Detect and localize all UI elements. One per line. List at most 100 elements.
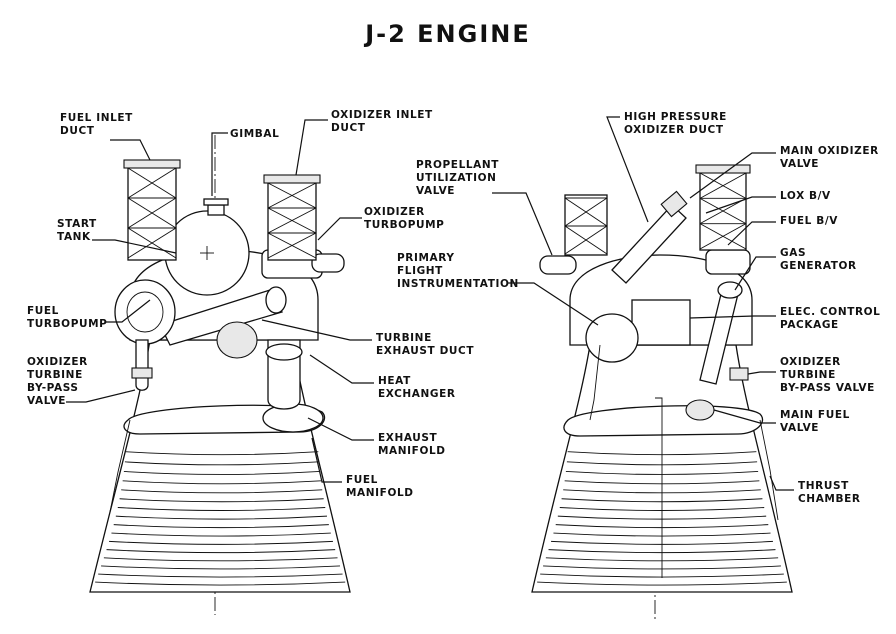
left-engine-view — [89, 135, 351, 615]
label-line: EXCHANGER — [378, 388, 456, 400]
label-line: VALVE — [416, 185, 455, 197]
lattice-brace — [127, 227, 177, 259]
label-line: OXIDIZER INLET — [331, 109, 433, 121]
elec-control-package — [631, 299, 691, 346]
label-line: EXHAUST — [378, 432, 438, 444]
label-line: PRIMARY — [397, 252, 455, 264]
label-line: MAIN OXIDIZER — [780, 145, 879, 157]
label-line: TURBINE — [780, 369, 836, 381]
label-line: HEAT — [378, 375, 411, 387]
label-start-tank: START TANK — [57, 218, 101, 243]
label-line: GENERATOR — [780, 260, 857, 272]
lattice-brace — [564, 225, 608, 255]
leader-heat-exchanger — [309, 354, 374, 384]
label-line: OXIDIZER — [780, 356, 841, 368]
left-fuel-manifold-pipe — [109, 419, 131, 513]
right-oxidizer-turbine-bypass-valve — [729, 367, 749, 381]
nozzle-rib — [121, 489, 323, 494]
nozzle-rib — [123, 471, 320, 475]
nozzle-rib — [119, 498, 324, 503]
gas-generator-top — [717, 281, 743, 299]
lattice-brace — [267, 182, 317, 209]
label-line: PACKAGE — [780, 319, 839, 331]
leader-fuel-bv — [727, 221, 776, 246]
left-bypass-line — [135, 339, 149, 391]
label-line: OXIDIZER DUCT — [624, 124, 724, 136]
gimbal-icon — [203, 198, 229, 216]
left-ox-duct-lattice — [267, 182, 317, 259]
leader-pu-valve — [492, 192, 553, 256]
right-engine-view — [531, 164, 793, 620]
label-left-oxidizer-turbine-bypass-valve: OXIDIZER TURBINE BY-PASS VALVE — [27, 356, 92, 407]
label-line: PROPELLANT — [416, 159, 499, 171]
label-line: TURBOPUMP — [27, 318, 107, 330]
leader-start-tank — [92, 239, 177, 254]
label-propellant-utilization-valve: PROPELLANT UTILIZATION VALVE — [416, 159, 503, 197]
leader-turbine-exhaust-duct — [261, 319, 372, 341]
label-fuel-bv: FUEL B/V — [780, 215, 838, 227]
left-gimbal-block — [207, 204, 225, 216]
leader-fuel-turbopump — [105, 299, 151, 323]
lattice-brace — [267, 232, 317, 259]
leader-main-fuel-valve — [713, 409, 776, 424]
label-line: LOX B/V — [780, 190, 831, 202]
left-nozzle-bell — [89, 339, 351, 593]
label-line: MANIFOLD — [346, 487, 414, 499]
leader-fuel-manifold — [311, 437, 342, 483]
label-line: HIGH PRESSURE — [624, 111, 727, 123]
lattice-brace — [127, 197, 177, 229]
left-nozzle-ribs — [95, 451, 346, 586]
label-fuel-manifold: FUEL MANIFOLD — [346, 474, 414, 499]
label-line: FUEL — [27, 305, 59, 317]
diagram-title: J-2 ENGINE — [363, 20, 531, 48]
main-fuel-valve — [685, 399, 715, 421]
high-pressure-oxidizer-duct — [611, 204, 687, 284]
label-lox-bv: LOX B/V — [780, 190, 831, 202]
label-right-oxidizer-turbine-bypass-valve: OXIDIZER TURBINE BY-PASS VALVE — [780, 356, 875, 394]
right-side-line-right — [759, 419, 779, 521]
nozzle-rib — [109, 540, 333, 545]
label-line: OXIDIZER — [364, 206, 425, 218]
label-line: MAIN FUEL — [780, 409, 850, 421]
label-line: INSTRUMENTATION — [397, 278, 519, 290]
label-line: OXIDIZER — [27, 356, 88, 368]
label-fuel-turbopump: FUEL TURBOPUMP — [27, 305, 107, 330]
nozzle-rib — [95, 581, 346, 586]
right-duct-flange — [695, 164, 751, 174]
leader-thrust-chamber — [769, 475, 794, 491]
nozzle-rib — [115, 515, 328, 520]
left-labels: FUEL INLET DUCT GIMBAL OXIDIZER INLET DU… — [27, 109, 474, 499]
lattice-brace — [564, 197, 608, 227]
label-primary-flight-instrumentation: PRIMARY FLIGHT INSTRUMENTATION — [397, 252, 519, 290]
label-gas-generator: GAS GENERATOR — [780, 247, 857, 272]
nozzle-rib — [106, 549, 336, 554]
label-line: THRUST — [798, 480, 849, 492]
right-inlet-duct-left — [564, 194, 608, 256]
left-bypass-valve-body — [131, 367, 153, 379]
label-line: GIMBAL — [230, 128, 279, 140]
leader-elec-control — [689, 315, 776, 319]
nozzle-rib — [113, 524, 329, 529]
right-duct-lattice-left — [564, 197, 608, 255]
label-line: START — [57, 218, 97, 230]
label-line: FUEL INLET — [60, 112, 133, 124]
lattice-brace — [699, 172, 747, 199]
lattice-brace — [699, 197, 747, 225]
right-inlet-duct-right — [699, 169, 747, 251]
label-line: FUEL — [346, 474, 378, 486]
nozzle-rib — [101, 565, 341, 570]
label-line: TANK — [57, 231, 91, 243]
label-line: VALVE — [780, 158, 819, 170]
label-line: VALVE — [780, 422, 819, 434]
label-high-pressure-oxidizer-duct: HIGH PRESSURE OXIDIZER DUCT — [624, 111, 731, 136]
label-turbine-exhaust-duct: TURBINE EXHAUST DUCT — [376, 332, 474, 357]
label-line: TURBOPUMP — [364, 219, 444, 231]
leader-pfi — [508, 282, 599, 326]
leader-left-bypass-valve — [66, 389, 136, 403]
label-oxidizer-turbopump: OXIDIZER TURBOPUMP — [364, 206, 444, 231]
leader-lox-bv — [705, 196, 776, 214]
label-line: FUEL B/V — [780, 215, 838, 227]
label-line: EXHAUST DUCT — [376, 345, 474, 357]
label-line: TURBINE — [27, 369, 83, 381]
